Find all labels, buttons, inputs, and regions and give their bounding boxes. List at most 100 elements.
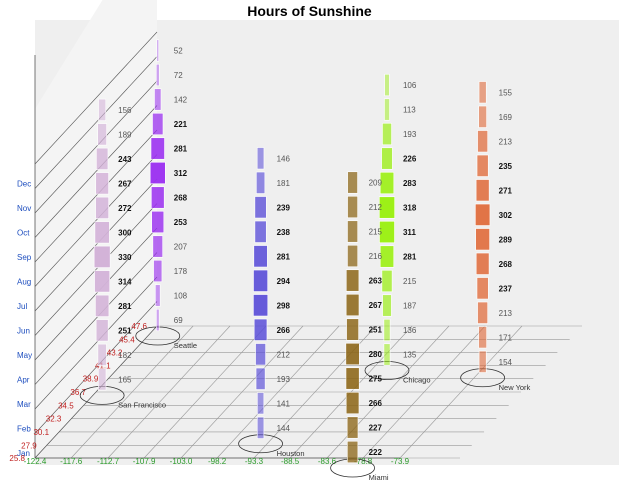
- bar-segment: [475, 179, 490, 202]
- bar-segment: [255, 367, 266, 390]
- floor-grid-line: [143, 325, 267, 459]
- bar-segment: [345, 293, 360, 317]
- latitude-tick-label: 25.8: [9, 454, 25, 463]
- longitude-tick-label: -83.6: [318, 457, 337, 466]
- longitude-tick-label: -93.3: [245, 457, 264, 466]
- bar-segment: [152, 235, 163, 258]
- month-tick-label: May: [17, 351, 32, 360]
- value-label: 156: [118, 106, 132, 115]
- bar-segment: [384, 98, 390, 121]
- value-label: 189: [118, 130, 132, 139]
- value-label: 266: [369, 399, 383, 408]
- bar-segment: [155, 63, 160, 87]
- value-label: 267: [369, 301, 383, 310]
- month-tick-label: Jan: [17, 449, 30, 458]
- value-label: 263: [369, 277, 383, 286]
- bar-segment: [155, 284, 161, 307]
- bar-segment: [478, 81, 487, 104]
- value-label: 108: [174, 292, 188, 301]
- value-label: 281: [403, 253, 417, 262]
- wall-grid-line: [34, 129, 158, 263]
- bar-segment: [383, 343, 391, 366]
- month-tick-label: Aug: [17, 278, 31, 287]
- value-label: 209: [369, 179, 383, 188]
- bar-segment: [346, 416, 359, 439]
- value-label: 266: [277, 326, 291, 335]
- bar-segment: [477, 301, 488, 324]
- bar-segment: [478, 105, 487, 128]
- month-tick-label: Dec: [17, 180, 31, 189]
- bar-segment: [151, 210, 165, 234]
- bar-segment: [253, 269, 268, 292]
- bar-segment: [345, 391, 360, 415]
- bar-segment: [347, 440, 359, 464]
- longitude-tick-label: -73.9: [391, 457, 410, 466]
- bar-segment: [94, 221, 110, 244]
- value-label: 272: [118, 204, 132, 213]
- floor-grid-line: [216, 325, 340, 459]
- wall-grid-line: [34, 203, 158, 336]
- wall-grid-line: [34, 56, 158, 189]
- value-label: 193: [403, 130, 417, 139]
- value-label: 253: [174, 218, 188, 227]
- series-san-francisco: San Francisco 165 182 251 281 314 330 300 272 267…: [79, 98, 166, 409]
- bar-segment: [98, 98, 107, 121]
- value-label: 281: [118, 302, 132, 311]
- bar-segment: [256, 416, 265, 439]
- bar-segment: [347, 171, 358, 194]
- bar-segment: [253, 245, 268, 268]
- bar-segment: [478, 326, 487, 349]
- value-label: 318: [403, 204, 417, 213]
- floor-grid-line: [107, 325, 231, 459]
- value-label: 283: [403, 179, 417, 188]
- value-label: 330: [118, 253, 132, 262]
- bar-segment: [345, 269, 360, 292]
- bar-segment: [255, 343, 266, 366]
- value-label: 182: [118, 351, 132, 360]
- value-label: 165: [118, 375, 132, 384]
- latitude-tick-label: 34.5: [58, 401, 74, 410]
- wall-grid-line: [34, 252, 158, 385]
- value-label: 298: [277, 301, 291, 310]
- latitude-tick-label: 36.7: [70, 388, 86, 397]
- value-label: 294: [277, 277, 291, 286]
- value-label: 135: [403, 351, 417, 360]
- bar-segment: [156, 308, 160, 332]
- bar-segment: [475, 228, 490, 251]
- bar-segment: [346, 318, 359, 341]
- value-label: 155: [499, 88, 513, 97]
- month-tick-label: Oct: [17, 229, 30, 238]
- bar-segment: [382, 122, 392, 146]
- bar-segment: [345, 367, 360, 390]
- latitude-tick-label: 47.6: [131, 322, 147, 331]
- bar-segment: [347, 220, 358, 243]
- longitude-tick-label: -78.8: [354, 457, 373, 466]
- bar-segment: [97, 343, 107, 366]
- bar-segment: [379, 245, 395, 268]
- bar-segment: [95, 319, 109, 342]
- bar-segment: [256, 171, 266, 194]
- value-label: 213: [499, 137, 513, 146]
- bar-segment: [381, 147, 393, 170]
- series-seattle: Seattle 69 108 178 207 253 268 312 281 221 142 72 52: [135, 39, 197, 350]
- bar-segment: [345, 342, 360, 366]
- value-label: 171: [499, 333, 513, 342]
- bar-segment: [257, 392, 265, 415]
- bar-segment: [95, 196, 109, 219]
- wall-grid-line: [34, 325, 158, 459]
- value-label: 169: [499, 113, 513, 122]
- bar-segment: [153, 259, 163, 283]
- value-label: 289: [499, 235, 513, 244]
- value-label: 312: [174, 169, 188, 178]
- month-tick-label: Mar: [17, 400, 31, 409]
- bar-segment: [97, 123, 107, 146]
- longitude-tick-label: -88.5: [281, 457, 300, 466]
- floor-grid-line: [180, 325, 304, 459]
- month-tick-label: Jun: [17, 327, 30, 336]
- value-label: 144: [277, 424, 291, 433]
- value-label: 154: [499, 358, 513, 367]
- latitude-tick-label: 30.1: [33, 428, 49, 437]
- bar-segment: [378, 196, 395, 219]
- bar-segment: [253, 294, 269, 317]
- wall-grid-line: [34, 154, 158, 287]
